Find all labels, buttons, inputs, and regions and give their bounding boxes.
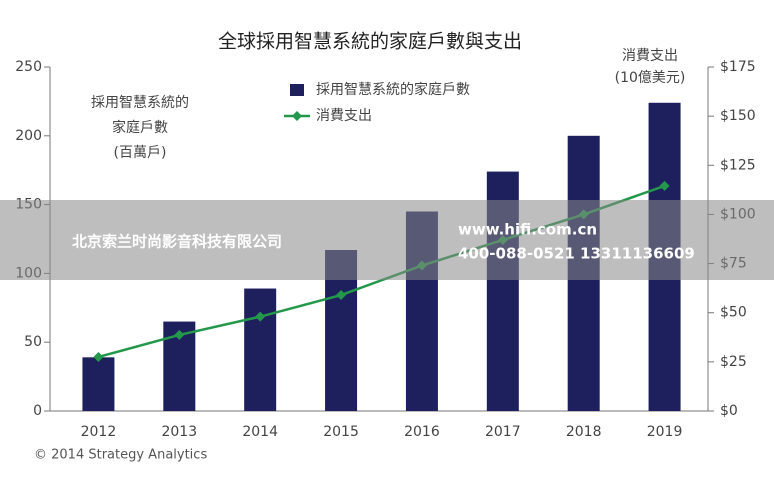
- y2-axis-label: 消費支出: [622, 48, 678, 64]
- legend-label: 採用智慧系統的家庭戶數: [316, 81, 470, 98]
- y-tick-label: 0: [33, 403, 42, 419]
- line-marker: [659, 180, 670, 191]
- x-tick-label: 2019: [647, 424, 683, 440]
- x-tick-label: 2017: [485, 424, 521, 440]
- y-axis-label: (百萬戶): [114, 145, 167, 161]
- y2-tick-label: $150: [720, 108, 756, 124]
- chart-title: 全球採用智慧系統的家庭戶數與支出: [218, 31, 522, 53]
- bar: [244, 288, 277, 411]
- line-marker: [174, 329, 185, 340]
- line-marker: [255, 311, 266, 322]
- line-marker: [93, 351, 104, 362]
- y2-tick-label: $50: [720, 305, 747, 321]
- x-tick-label: 2012: [81, 424, 117, 440]
- y-axis-label: 採用智慧系統的: [91, 95, 189, 111]
- x-tick-label: 2018: [566, 424, 602, 440]
- line-marker: [336, 290, 347, 301]
- y-tick-label: 200: [15, 128, 42, 144]
- y2-axis-label: (10億美元): [615, 70, 686, 86]
- legend-swatch: [290, 84, 304, 96]
- x-tick-label: 2013: [161, 424, 197, 440]
- y-tick-label: 50: [24, 334, 42, 350]
- y2-tick-label: $0: [720, 403, 738, 419]
- watermark-url: www.hifi.com.cn: [458, 221, 597, 239]
- bar: [82, 357, 115, 411]
- y2-tick-label: $125: [720, 157, 756, 173]
- legend-label: 消費支出: [316, 108, 372, 124]
- watermark-phone: 400-088-0521 13311136609: [458, 245, 695, 263]
- watermark-company: 北京索兰时尚影音科技有限公司: [72, 233, 282, 251]
- x-tick-label: 2016: [404, 424, 440, 440]
- y-tick-label: 250: [15, 59, 42, 75]
- x-tick-label: 2015: [323, 424, 359, 440]
- source: © 2014 Strategy Analytics: [34, 448, 207, 463]
- x-tick-label: 2014: [242, 424, 278, 440]
- y-axis-label: 家庭戶數: [112, 119, 168, 136]
- y2-tick-label: $25: [720, 354, 747, 370]
- watermark-band: [0, 200, 774, 280]
- y2-tick-label: $175: [720, 59, 756, 75]
- legend-swatch: [292, 111, 302, 121]
